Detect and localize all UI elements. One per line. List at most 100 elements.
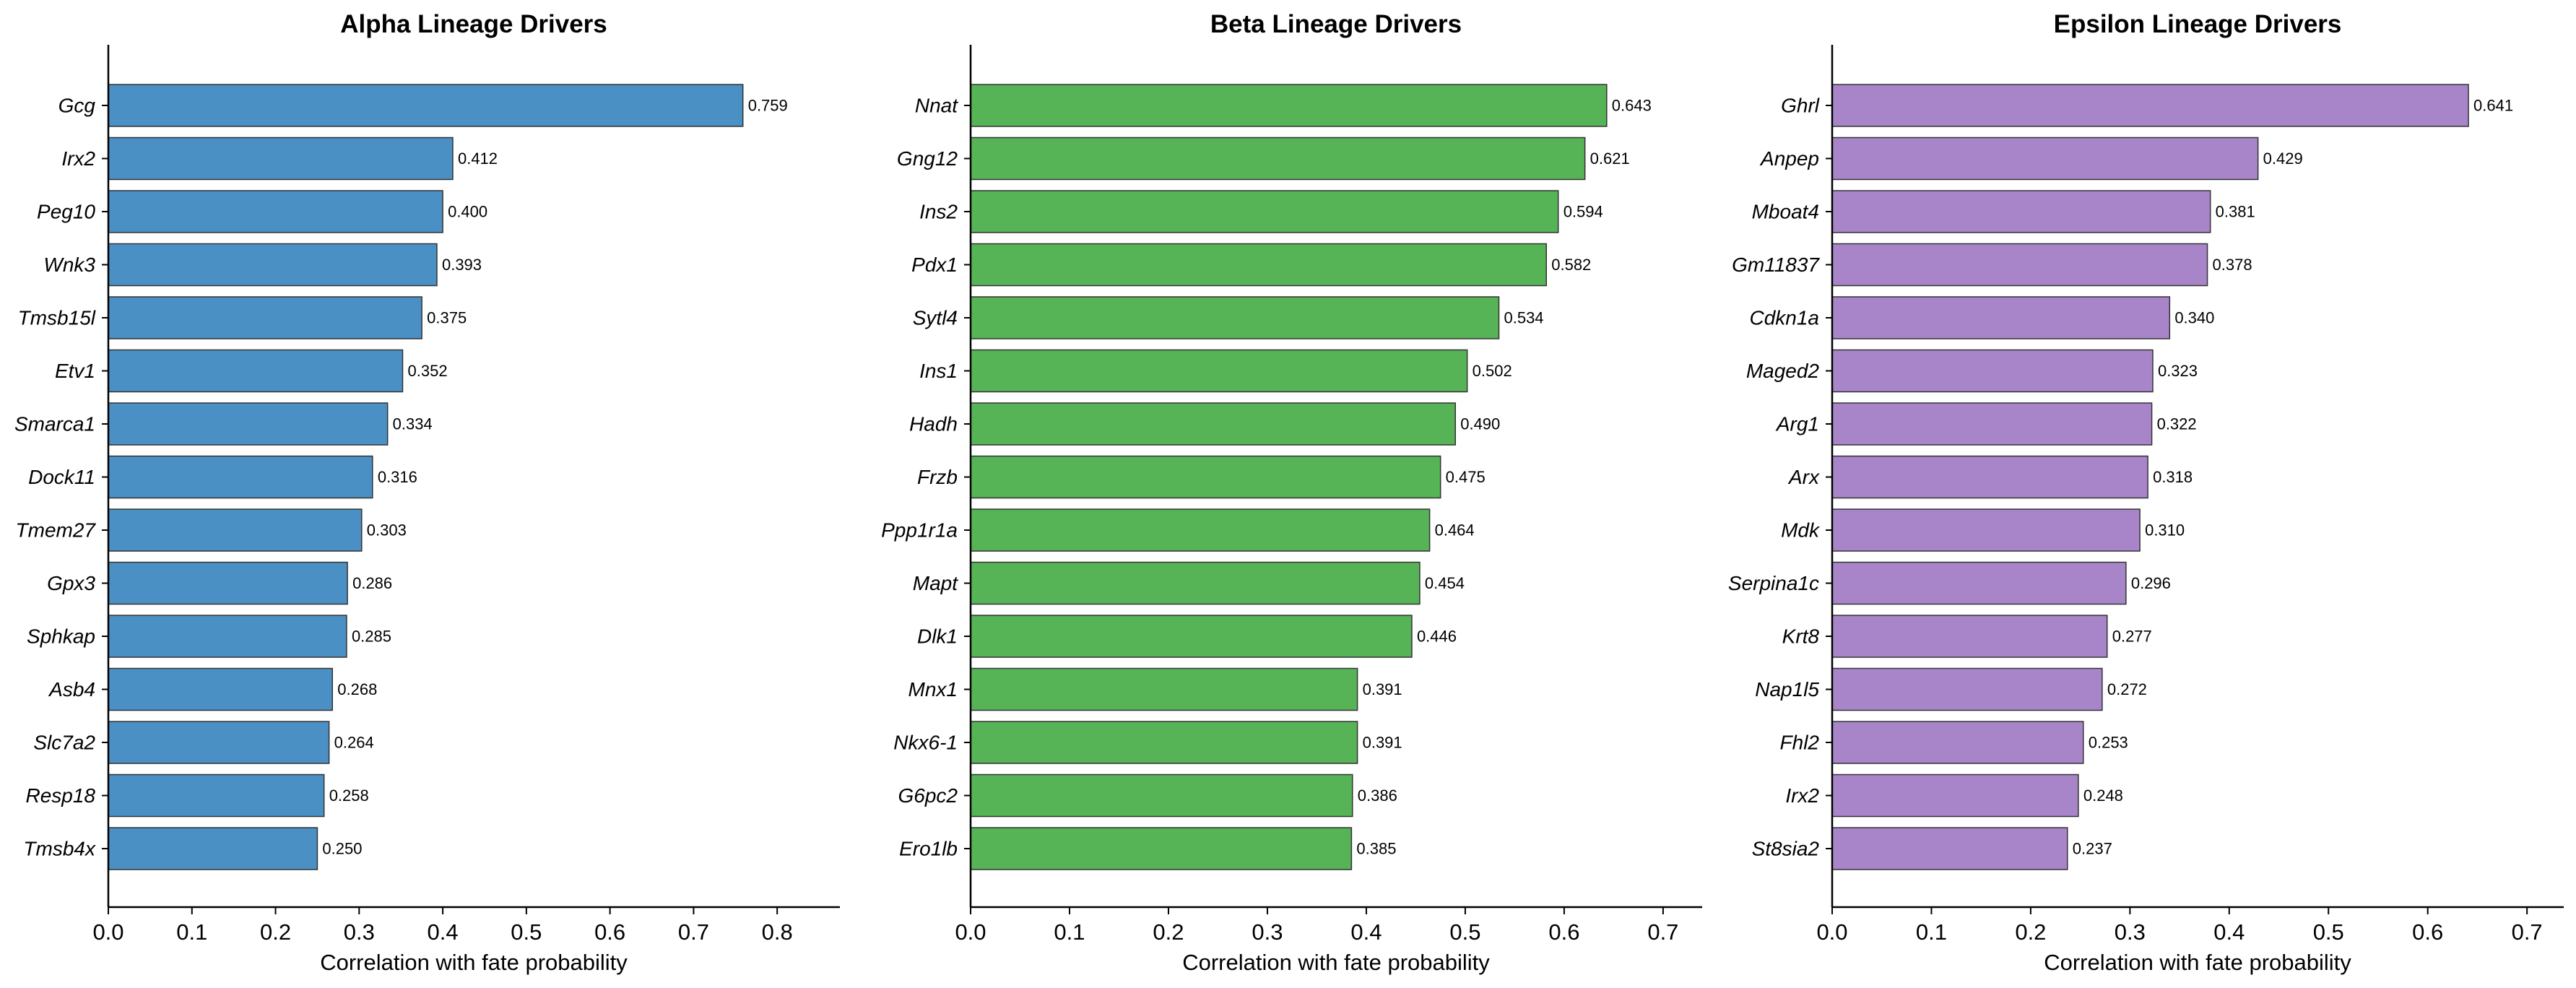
beta-bar-8 xyxy=(970,455,1441,499)
beta-x-axis-label: Correlation with fate probability xyxy=(1182,950,1490,975)
epsilon-value-label-2: 0.429 xyxy=(2263,150,2303,168)
alpha-gene-label-6: Etv1 xyxy=(55,360,95,382)
epsilon-value-labels: 0.641 0.429 0.381 0.378 0.340 0.323 0.322 0.318… xyxy=(2073,97,2513,858)
alpha-value-label-3: 0.400 xyxy=(448,203,487,221)
epsilon-panel: Epsilon Lineage Drivers GhrlAnpepMboat4G… xyxy=(1728,10,2564,975)
beta-bar-12 xyxy=(970,667,1358,711)
beta-value-labels: 0.643 0.621 0.594 0.582 0.534 0.502 0.490 0.475… xyxy=(1356,97,1651,858)
alpha-gene-label-10: Gpx3 xyxy=(47,572,95,594)
beta-bar-14 xyxy=(970,774,1353,818)
beta-gene-label-14: G6pc2 xyxy=(898,784,958,807)
beta-bar-2 xyxy=(970,136,1586,181)
beta-gene-label-8: Frzb xyxy=(917,466,958,488)
epsilon-bar-8 xyxy=(1831,455,2148,499)
beta-x-tick-label-7: 0.6 xyxy=(1548,919,1579,945)
epsilon-gene-label-15: St8sia2 xyxy=(1752,838,1820,860)
beta-gene-label-11: Dlk1 xyxy=(917,625,958,648)
epsilon-value-label-14: 0.248 xyxy=(2083,786,2123,805)
alpha-gene-label-2: Irx2 xyxy=(61,147,95,170)
epsilon-panel-title: Epsilon Lineage Drivers xyxy=(2054,10,2342,38)
alpha-value-label-1: 0.759 xyxy=(748,97,788,115)
alpha-x-tick-label-2: 0.1 xyxy=(176,919,207,945)
alpha-gene-label-14: Resp18 xyxy=(25,784,95,807)
epsilon-x-ticks: 0.0 0.1 0.2 0.3 0.4 0.5 0.6 0.7 xyxy=(1816,907,2543,945)
beta-value-label-9: 0.464 xyxy=(1435,521,1475,540)
epsilon-value-label-8: 0.318 xyxy=(2153,468,2193,486)
epsilon-gene-label-6: Maged2 xyxy=(1746,360,1820,382)
beta-bar-5 xyxy=(970,296,1500,339)
beta-bars xyxy=(970,84,1608,870)
alpha-gene-label-3: Peg10 xyxy=(37,201,95,223)
beta-value-label-8: 0.475 xyxy=(1446,468,1486,486)
alpha-gene-label-13: Slc7a2 xyxy=(33,732,95,754)
beta-value-label-5: 0.534 xyxy=(1504,309,1543,327)
epsilon-bar-13 xyxy=(1831,721,2084,764)
epsilon-x-tick-label-7: 0.6 xyxy=(2412,919,2443,945)
beta-x-tick-label-4: 0.3 xyxy=(1252,919,1283,945)
alpha-value-label-10: 0.286 xyxy=(352,574,392,592)
epsilon-bar-2 xyxy=(1831,136,2259,181)
alpha-x-tick-label-6: 0.5 xyxy=(511,919,542,945)
alpha-gene-label-9: Tmem27 xyxy=(16,519,97,542)
epsilon-value-label-3: 0.381 xyxy=(2216,203,2255,221)
alpha-x-tick-label-7: 0.6 xyxy=(594,919,625,945)
alpha-value-label-5: 0.375 xyxy=(427,309,467,327)
alpha-bar-1 xyxy=(108,84,744,127)
beta-panel-title: Beta Lineage Drivers xyxy=(1210,10,1462,38)
epsilon-value-label-11: 0.277 xyxy=(2112,628,2152,646)
beta-bar-13 xyxy=(970,721,1358,764)
epsilon-value-label-4: 0.378 xyxy=(2213,256,2252,274)
alpha-x-axis-label: Correlation with fate probability xyxy=(320,950,628,975)
alpha-bar-13 xyxy=(108,721,330,764)
epsilon-value-label-7: 0.322 xyxy=(2157,415,2197,433)
epsilon-x-tick-label-8: 0.7 xyxy=(2512,919,2543,945)
beta-bar-11 xyxy=(970,615,1413,658)
alpha-bars xyxy=(108,84,744,870)
beta-x-ticks: 0.0 0.1 0.2 0.3 0.4 0.5 0.6 0.7 xyxy=(955,907,1678,945)
epsilon-gene-label-1: Ghrl xyxy=(1781,95,1820,117)
epsilon-x-tick-label-4: 0.3 xyxy=(2115,919,2146,945)
epsilon-value-label-15: 0.237 xyxy=(2073,840,2112,858)
beta-value-label-1: 0.643 xyxy=(1612,97,1652,115)
epsilon-bar-14 xyxy=(1831,774,2079,818)
epsilon-gene-label-12: Nap1l5 xyxy=(1755,678,1819,701)
beta-gene-labels: Nnat Gng12 Ins2 Pdx1 Sytl4 Ins1 Hadh Frzb Ppp1r1… xyxy=(881,95,971,860)
beta-x-tick-label-2: 0.1 xyxy=(1054,919,1085,945)
beta-gene-label-15: Ero1lb xyxy=(899,838,958,860)
alpha-gene-label-11: Sphkap xyxy=(27,625,95,648)
alpha-bar-5 xyxy=(108,296,422,339)
alpha-bar-2 xyxy=(108,136,454,181)
epsilon-bars xyxy=(1831,84,2469,870)
epsilon-bar-3 xyxy=(1831,190,2211,233)
alpha-value-label-12: 0.268 xyxy=(337,680,377,698)
epsilon-gene-label-9: Mdk xyxy=(1781,519,1821,542)
beta-gene-label-13: Nkx6-1 xyxy=(893,732,958,754)
beta-x-tick-label-8: 0.7 xyxy=(1647,919,1678,945)
epsilon-bar-12 xyxy=(1831,667,2103,711)
beta-x-tick-label-1: 0.0 xyxy=(955,919,986,945)
alpha-value-label-2: 0.412 xyxy=(458,150,498,168)
beta-gene-label-2: Gng12 xyxy=(897,147,958,170)
alpha-gene-label-8: Dock11 xyxy=(28,466,95,488)
epsilon-gene-label-10: Serpina1c xyxy=(1728,572,1819,594)
beta-gene-label-12: Mnx1 xyxy=(908,678,958,701)
alpha-value-label-11: 0.285 xyxy=(352,628,391,646)
epsilon-value-label-6: 0.323 xyxy=(2158,362,2198,380)
beta-x-tick-label-3: 0.2 xyxy=(1153,919,1184,945)
epsilon-bar-1 xyxy=(1831,84,2469,127)
epsilon-x-tick-label-1: 0.0 xyxy=(1816,919,1847,945)
epsilon-gene-labels: Ghrl Anpep Mboat4 Gm11837 Cdkn1a Maged2 Arg1 Ar… xyxy=(1728,95,1832,860)
alpha-bar-3 xyxy=(108,190,443,233)
epsilon-x-tick-label-5: 0.4 xyxy=(2213,919,2245,945)
beta-bar-7 xyxy=(970,402,1456,446)
alpha-gene-label-4: Wnk3 xyxy=(43,254,95,276)
beta-bar-1 xyxy=(970,84,1608,127)
alpha-x-tick-label-4: 0.3 xyxy=(344,919,375,945)
beta-gene-label-7: Hadh xyxy=(909,413,958,436)
epsilon-bar-15 xyxy=(1831,827,2068,870)
beta-gene-label-10: Mapt xyxy=(913,572,958,594)
alpha-value-labels: 0.759 0.412 0.400 0.393 0.375 0.352 0.334 0.316… xyxy=(322,97,787,858)
alpha-value-label-14: 0.258 xyxy=(329,786,369,805)
beta-bar-15 xyxy=(970,827,1353,870)
